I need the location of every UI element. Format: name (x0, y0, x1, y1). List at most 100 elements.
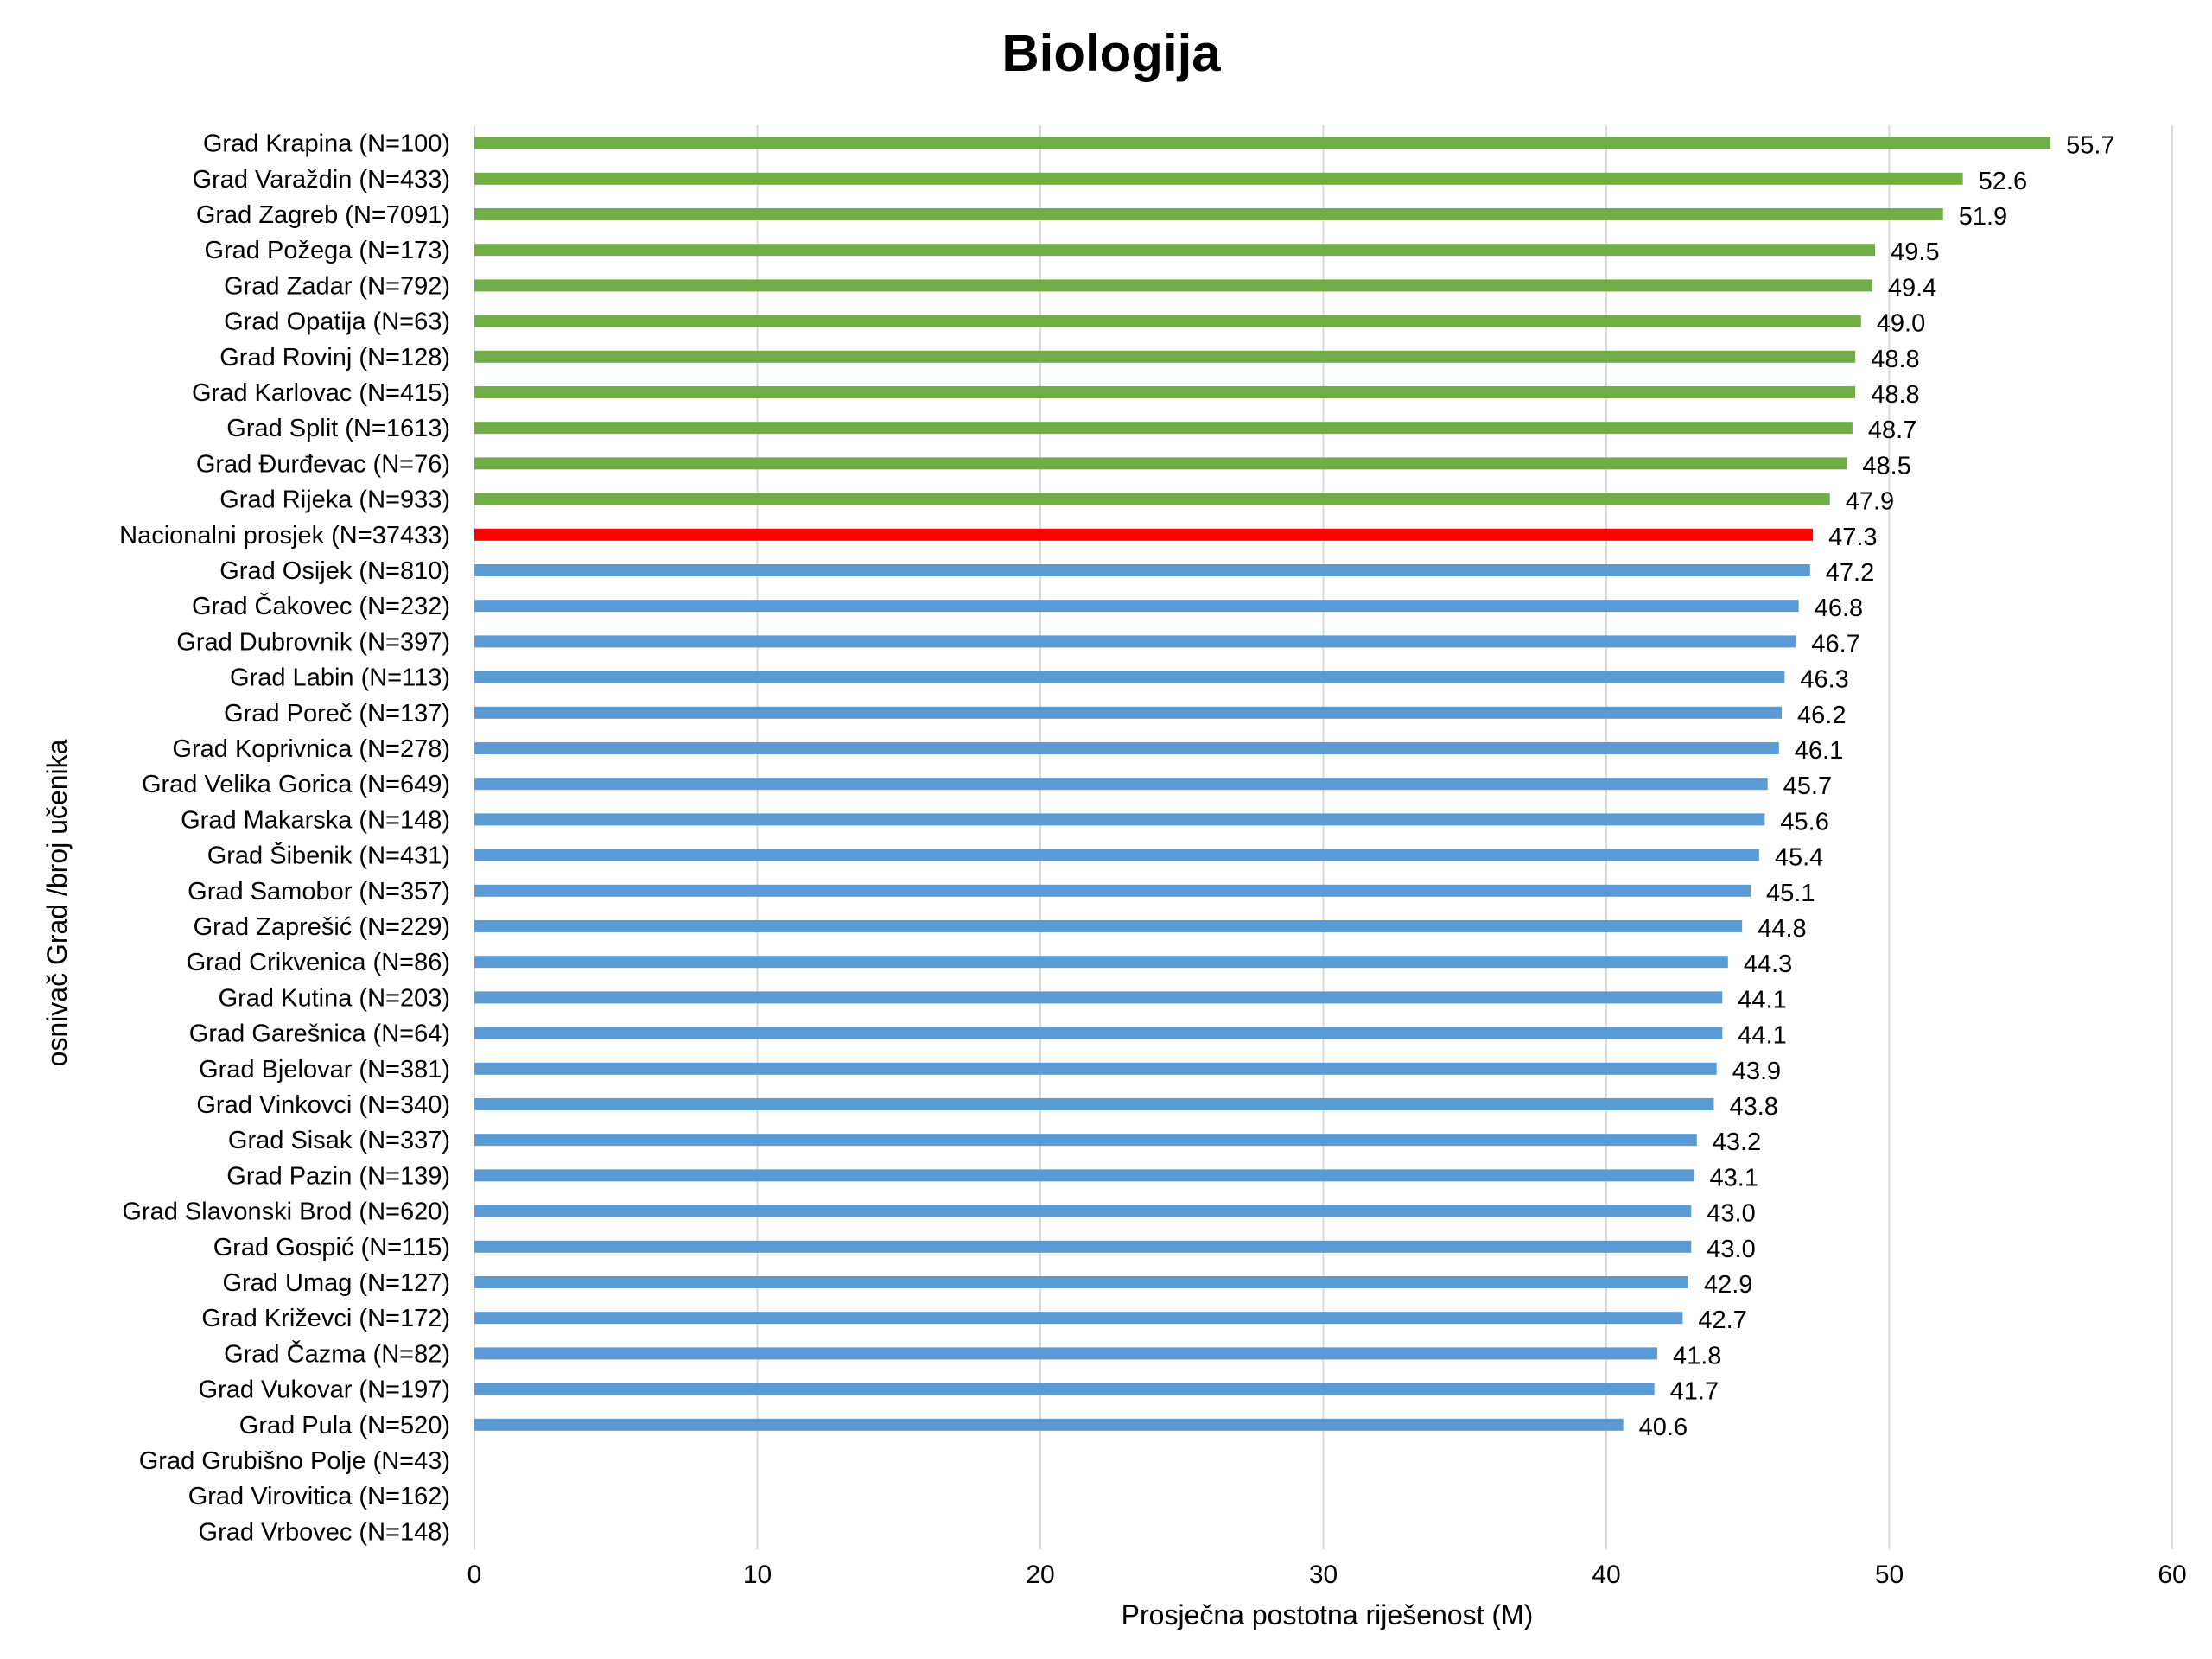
bar (474, 849, 1759, 861)
bar (474, 244, 1876, 257)
category-label: Grad Makarska (N=148) (181, 806, 450, 834)
category-label: Grad Grubišno Polje (N=43) (139, 1447, 450, 1475)
bar (474, 422, 1853, 435)
category-label: Grad Rijeka (N=933) (219, 486, 450, 514)
category-label: Grad Dubrovnik (N=397) (176, 628, 450, 656)
x-tick-label: 0 (467, 1560, 482, 1589)
category-label: Grad Kutina (N=203) (219, 984, 450, 1012)
category-label: Grad Požega (N=173) (204, 237, 450, 264)
bar (474, 350, 1856, 363)
bar (474, 1205, 1692, 1217)
data-label: 45.7 (1783, 772, 1832, 800)
category-label: Grad Krapina (N=100) (203, 130, 450, 158)
category-label: Grad Zadar (N=792) (224, 272, 450, 300)
category-label: Grad Garešnica (N=64) (189, 1020, 450, 1048)
category-label: Grad Osijek (N=810) (219, 557, 450, 585)
x-tick-label: 60 (2158, 1560, 2186, 1589)
data-label: 44.1 (1738, 1022, 1786, 1050)
bar (474, 1240, 1692, 1253)
data-label: 47.2 (1826, 559, 1874, 587)
data-label: 40.6 (1639, 1414, 1688, 1441)
data-label: 43.0 (1707, 1200, 1755, 1228)
data-label: 48.8 (1871, 346, 1919, 373)
data-label: 42.7 (1698, 1306, 1746, 1334)
bar (474, 600, 1799, 613)
category-label: Grad Vinkovci (N=340) (196, 1091, 450, 1119)
bar (474, 457, 1847, 470)
bar (474, 172, 1963, 185)
bars (474, 137, 2051, 1431)
data-label: 55.7 (2066, 132, 2114, 160)
x-axis-ticks: 0 10 20 30 40 50 60 (467, 1560, 2187, 1589)
data-label: 41.8 (1673, 1342, 1721, 1370)
bar (474, 778, 1768, 791)
data-label: 47.9 (1846, 488, 1894, 516)
bar (474, 1312, 1683, 1325)
category-label: Grad Poreč (N=137) (224, 700, 450, 728)
category-label: Grad Slavonski Brod (N=620) (122, 1198, 450, 1226)
category-label: Grad Zaprešić (N=229) (194, 913, 450, 941)
bar (474, 1382, 1655, 1395)
category-label: Grad Gospić (N=115) (213, 1234, 450, 1262)
bar (474, 1134, 1697, 1147)
bar (474, 1098, 1714, 1110)
data-label: 43.8 (1729, 1093, 1777, 1121)
data-label: 49.5 (1891, 238, 1939, 266)
data-label: 46.8 (1815, 594, 1863, 622)
bar (474, 1062, 1717, 1075)
category-label: Grad Pazin (N=139) (226, 1162, 450, 1190)
data-label: 45.4 (1775, 844, 1823, 872)
category-labels: Grad Krapina (N=100) Grad Varaždin (N=433… (119, 130, 450, 1547)
category-label: Grad Virovitica (N=162) (188, 1483, 450, 1510)
data-label: 41.7 (1670, 1378, 1719, 1406)
x-tick-label: 20 (1026, 1560, 1054, 1589)
bar (474, 920, 1743, 932)
bar (474, 956, 1728, 969)
category-label: Grad Karlovac (N=415) (192, 379, 450, 407)
category-label: Grad Samobor (N=357) (188, 878, 450, 906)
data-label: 51.9 (1959, 203, 2007, 231)
data-label: 46.2 (1797, 702, 1846, 729)
data-label: 46.3 (1800, 666, 1848, 694)
category-label: Grad Šibenik (N=431) (207, 841, 450, 870)
category-label: Grad Đurđevac (N=76) (196, 450, 450, 478)
x-tick-label: 40 (1592, 1560, 1620, 1589)
data-label: 42.9 (1704, 1271, 1752, 1299)
category-label: Grad Čakovec (N=232) (192, 591, 450, 620)
data-label: 48.5 (1862, 452, 1910, 480)
bar (474, 671, 1785, 683)
data-label: 48.7 (1868, 416, 1916, 444)
data-label: 44.8 (1758, 915, 1806, 943)
category-label: Grad Sisak (N=337) (228, 1127, 450, 1154)
category-label: Grad Opatija (N=63) (224, 308, 450, 336)
data-label: 43.1 (1710, 1164, 1758, 1192)
data-label: 44.3 (1744, 950, 1792, 978)
bar (474, 884, 1751, 897)
bar (474, 1027, 1723, 1039)
data-label: 46.7 (1811, 630, 1859, 658)
data-label: 52.6 (1979, 168, 2027, 195)
category-label: Grad Pula (N=520) (239, 1412, 450, 1440)
x-tick-label: 30 (1309, 1560, 1338, 1589)
category-label: Grad Labin (N=113) (230, 664, 450, 692)
value-labels: 55.7 52.6 51.9 49.5 49.4 49.0 48.8 48.8 48.7 48.5… (1639, 132, 2115, 1441)
data-label: 43.9 (1732, 1058, 1781, 1085)
category-label: Grad Bjelovar (N=381) (199, 1056, 450, 1084)
bar (474, 635, 1796, 648)
x-axis-title: Prosječna postotna riješenost (M) (1122, 1599, 1534, 1630)
bar (474, 813, 1765, 826)
data-label: 45.1 (1766, 880, 1815, 907)
category-label: Grad Vrbovec (N=148) (199, 1518, 450, 1546)
data-label: 49.4 (1888, 274, 1936, 302)
bar (474, 564, 1810, 576)
category-label: Grad Vukovar (N=197) (199, 1376, 450, 1404)
bar (474, 1418, 1624, 1431)
bar (474, 1169, 1694, 1182)
category-label: Grad Zagreb (N=7091) (196, 201, 450, 229)
y-axis-title: osnivač Grad /broj učenika (41, 739, 73, 1066)
data-label: 45.6 (1780, 808, 1828, 836)
bar (474, 528, 1814, 541)
category-label: Grad Velika Gorica (N=649) (142, 771, 450, 798)
bar (474, 386, 1856, 398)
data-label: 43.2 (1713, 1128, 1761, 1156)
